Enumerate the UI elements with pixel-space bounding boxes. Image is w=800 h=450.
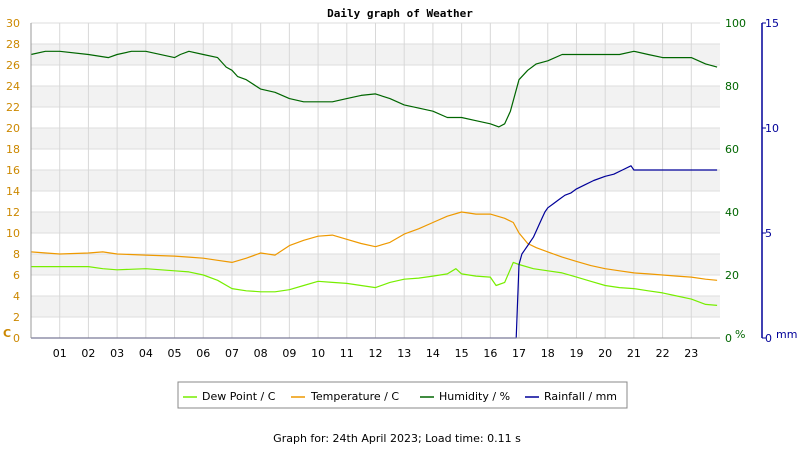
x-tick-label: 09 [282,347,296,360]
left-tick-label: 24 [6,80,20,93]
x-tick-label: 17 [512,347,526,360]
humidity-tick-label: 80 [725,80,739,93]
series-line-1 [30,211,718,281]
x-tick-label: 14 [426,347,440,360]
x-tick-label: 07 [225,347,239,360]
x-tick-label: 23 [684,347,698,360]
rain-axis-unit: mm [776,328,797,341]
left-tick-label: 28 [6,38,20,51]
left-tick-label: 0 [13,332,20,345]
left-tick-label: 18 [6,143,20,156]
grid-lines [31,22,720,339]
series-line-0 [31,261,718,306]
left-tick-label: 12 [6,206,20,219]
x-tick-label: 05 [168,347,182,360]
series-lines [30,50,718,339]
legend-label-1: Temperature / C [310,390,399,403]
x-tick-label: 21 [627,347,641,360]
x-tick-label: 02 [81,347,95,360]
legend: Dew Point / C Temperature / C Humidity / %… [177,381,628,409]
rain-tick-label: 0 [765,332,772,345]
series-line-3 [31,165,718,339]
x-tick-label: 03 [110,347,124,360]
left-tick-label: 22 [6,101,20,114]
rain-tick-label: 5 [765,227,772,240]
left-tick-label: 20 [6,122,20,135]
x-tick-label: 06 [196,347,210,360]
left-tick-label: 2 [13,311,20,324]
humidity-tick-label: 20 [725,269,739,282]
left-tick-label: 14 [6,185,20,198]
legend-label-2: Humidity / % [439,390,510,403]
humidity-tick-label: 0 [725,332,732,345]
rain-tick-label: 10 [765,122,779,135]
left-tick-label: 10 [6,227,20,240]
left-tick-label: 30 [6,17,20,30]
x-tick-label: 08 [254,347,268,360]
left-tick-label: 6 [13,269,20,282]
x-tick-label: 18 [541,347,555,360]
left-tick-label: 16 [6,164,20,177]
left-tick-label: 26 [6,59,20,72]
x-tick-label: 20 [598,347,612,360]
x-tick-label: 01 [53,347,67,360]
humidity-tick-label: 100 [725,17,746,30]
x-tick-label: 04 [139,347,153,360]
legend-label-0: Dew Point / C [202,390,276,403]
x-tick-label: 15 [455,347,469,360]
left-tick-label: 4 [13,290,20,303]
x-tick-label: 11 [340,347,354,360]
x-tick-label: 16 [483,347,497,360]
footer-caption: Graph for: 24th April 2023; Load time: 0… [273,432,521,445]
x-tick-label: 22 [656,347,670,360]
x-tick-label: 13 [397,347,411,360]
chart-title: Daily graph of Weather [327,7,473,20]
legend-box [177,381,628,409]
humidity-tick-label: 40 [725,206,739,219]
x-tick-label: 12 [369,347,383,360]
humidity-axis-unit: % [735,328,745,341]
series-line-2 [30,50,718,128]
x-tick-label: 10 [311,347,325,360]
left-tick-label: 8 [13,248,20,261]
humidity-tick-label: 60 [725,143,739,156]
x-tick-label: 19 [569,347,583,360]
legend-label-3: Rainfall / mm [544,390,617,403]
rain-tick-label: 15 [765,17,779,30]
left-axis-unit: C [3,327,11,340]
